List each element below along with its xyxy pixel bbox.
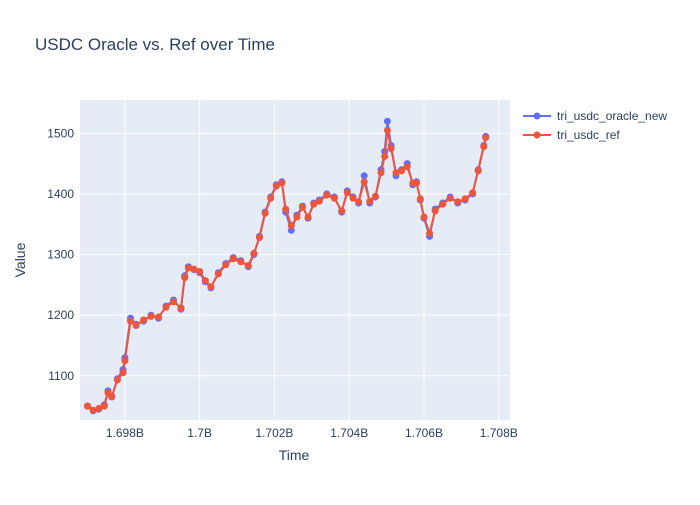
data-point: [413, 179, 420, 187]
data-point: [256, 234, 263, 242]
legend-label: tri_usdc_oracle_new: [557, 109, 667, 123]
data-point: [155, 313, 162, 321]
data-point: [267, 194, 275, 202]
legend[interactable]: tri_usdc_oracle_new tri_usdc_ref: [523, 109, 667, 142]
data-point: [398, 167, 406, 175]
x-axis-label: Time: [279, 447, 310, 463]
data-point: [244, 262, 252, 269]
data-point: [366, 197, 374, 205]
legend-label: tri_usdc_ref: [557, 128, 620, 142]
data-point: [181, 274, 189, 282]
data-point: [108, 392, 116, 400]
data-point: [170, 298, 177, 306]
y-tick-label: 1200: [47, 308, 74, 322]
data-point: [474, 167, 482, 175]
data-point: [461, 195, 469, 203]
data-point: [377, 169, 385, 177]
data-point: [323, 191, 331, 199]
data-point: [299, 203, 306, 211]
data-point: [147, 312, 155, 320]
data-point: [177, 304, 185, 312]
data-point: [278, 179, 286, 187]
data-point: [100, 402, 108, 410]
data-point: [360, 178, 368, 186]
data-point: [95, 405, 103, 412]
data-point: [431, 207, 439, 215]
data-point: [426, 229, 434, 237]
legend-marker: [533, 131, 541, 139]
data-point: [132, 322, 140, 329]
data-point: [330, 194, 338, 202]
data-point: [338, 207, 346, 215]
x-tick-label: 1.704B: [330, 426, 368, 440]
data-point: [127, 317, 134, 325]
data-point: [162, 303, 170, 311]
legend-marker: [533, 112, 541, 120]
y-tick-label: 1300: [47, 248, 74, 262]
y-tick-label: 1500: [47, 126, 74, 140]
data-point: [387, 145, 395, 152]
data-point: [84, 402, 91, 410]
data-point: [201, 277, 209, 285]
data-point: [287, 226, 295, 234]
data-point: [371, 192, 379, 200]
x-tick-label: 1.7B: [187, 426, 212, 440]
series-tri_usdc_ref: [84, 126, 490, 414]
data-point: [454, 198, 462, 206]
data-point: [113, 376, 121, 384]
data-point: [272, 182, 280, 190]
data-point: [349, 194, 357, 202]
data-point: [381, 152, 389, 160]
y-axis-label: Value: [12, 242, 28, 277]
data-point: [190, 265, 198, 273]
data-point: [383, 117, 391, 125]
y-tick-label: 1400: [47, 187, 74, 201]
legend-item[interactable]: tri_usdc_ref: [523, 128, 620, 142]
x-tick-label: 1.708B: [480, 426, 518, 440]
data-point: [293, 213, 301, 221]
data-point: [184, 264, 192, 272]
data-point: [304, 213, 312, 221]
data-point: [392, 169, 400, 177]
data-point: [287, 222, 295, 229]
data-point: [343, 189, 351, 197]
plot-background: [80, 100, 510, 420]
data-point: [89, 406, 97, 414]
data-point: [480, 143, 488, 151]
x-tick-label: 1.698B: [106, 426, 144, 440]
data-point: [214, 270, 222, 278]
data-point: [355, 198, 363, 206]
data-point: [420, 213, 428, 221]
data-point: [261, 209, 269, 217]
data-point: [282, 205, 290, 213]
data-point: [229, 255, 237, 263]
tick-labels: 1100 1200 1300 1400 1500 1.698B 1.7B 1.702B 1.70…: [47, 126, 518, 440]
data-point: [446, 194, 454, 202]
series-layer: [84, 117, 490, 415]
data-point: [237, 258, 245, 266]
data-point: [140, 316, 148, 324]
x-tick-label: 1.706B: [405, 426, 443, 440]
data-point: [403, 163, 411, 171]
data-point: [310, 200, 318, 208]
data-point: [121, 357, 129, 365]
data-point: [315, 197, 323, 205]
data-point: [119, 369, 127, 377]
legend-item[interactable]: tri_usdc_oracle_new: [523, 109, 667, 123]
data-point: [222, 261, 230, 269]
data-point: [482, 134, 490, 142]
y-tick-label: 1100: [48, 369, 74, 383]
data-point: [360, 172, 368, 180]
data-point: [416, 195, 424, 203]
data-point: [469, 189, 477, 197]
x-tick-label: 1.702B: [255, 426, 293, 440]
data-point: [383, 126, 391, 134]
chart-title: USDC Oracle vs. Ref over Time: [35, 35, 275, 54]
data-point: [196, 268, 204, 275]
data-point: [439, 200, 447, 208]
data-point: [207, 283, 215, 291]
data-point: [250, 249, 258, 257]
